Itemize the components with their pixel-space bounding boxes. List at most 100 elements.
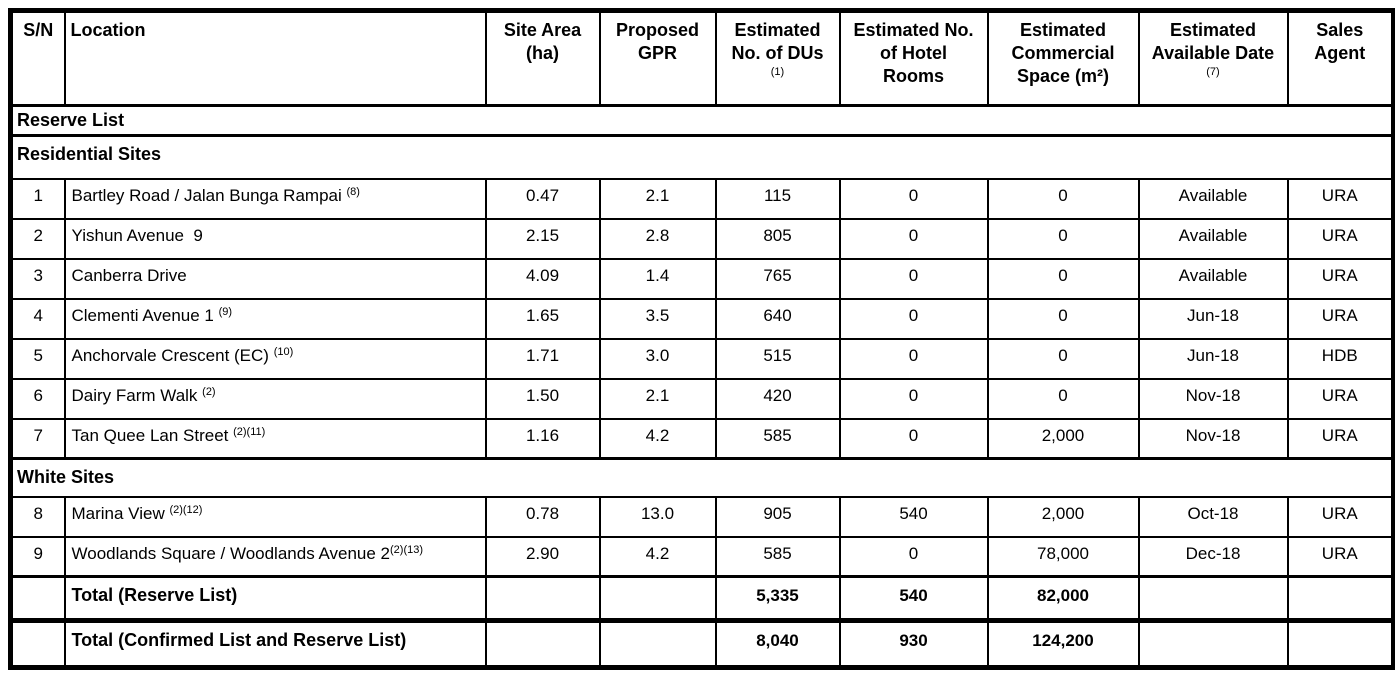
available-date-cell: Available: [1137, 177, 1289, 220]
site-area-cell: [484, 575, 601, 622]
footnote-ref: (9): [218, 305, 233, 318]
available-date-cell: Jun-18: [1137, 297, 1289, 340]
commercial-cell: 2,000: [986, 417, 1140, 460]
dus-cell: 515: [714, 337, 841, 380]
site-area-cell: 1.65: [484, 297, 601, 340]
sn-cell: 8: [9, 495, 66, 538]
column-header-dus: Estimated No. of DUs (1): [714, 9, 841, 107]
site-area-cell: 1.71: [484, 337, 601, 380]
table-header: S/N Location Site Area (ha) Proposed GPR Est…: [9, 9, 1395, 107]
available-date-cell: Jun-18: [1137, 337, 1289, 380]
agent-cell: URA: [1286, 535, 1395, 578]
site-area-cell: 0.78: [484, 495, 601, 538]
column-header-hotel-rooms: Estimated No. of Hotel Rooms: [838, 9, 989, 107]
location-cell: Marina View (2)(12): [63, 495, 487, 538]
dus-cell: 765: [714, 257, 841, 300]
location-cell: Yishun Avenue 9: [63, 217, 487, 260]
gpr-cell: [598, 575, 717, 622]
commercial-cell: 2,000: [986, 495, 1140, 538]
agent-cell: URA: [1286, 377, 1395, 420]
site-area-cell: 0.47: [484, 177, 601, 220]
sn-cell: [9, 619, 66, 669]
location-cell: Dairy Farm Walk (2): [63, 377, 487, 420]
column-header-agent: Sales Agent: [1286, 9, 1395, 107]
available-date-cell: Oct-18: [1137, 495, 1289, 538]
agent-cell: URA: [1286, 495, 1395, 538]
site-row: 4 Clementi Avenue 1 (9) 1.65 3.5 640 0 0 Jun-18…: [9, 297, 1395, 340]
total-row: Total (Confirmed List and Reserve List) 8…: [9, 619, 1395, 669]
dus-cell: 905: [714, 495, 841, 538]
sn-cell: 7: [9, 417, 66, 460]
sn-cell: 3: [9, 257, 66, 300]
hotel-rooms-cell: 0: [838, 377, 989, 420]
gpr-cell: 1.4: [598, 257, 717, 300]
footnote-ref: (8): [346, 185, 360, 198]
commercial-cell: 78,000: [986, 535, 1140, 578]
gpr-cell: 3.0: [598, 337, 717, 380]
column-header-site-area: Site Area (ha): [484, 9, 601, 107]
dus-cell: 115: [714, 177, 841, 220]
hotel-rooms-cell: 0: [838, 535, 989, 578]
column-header-commercial: Estimated Commercial Space (m²): [986, 9, 1140, 107]
commercial-cell: 0: [986, 297, 1140, 340]
site-area-cell: 1.50: [484, 377, 601, 420]
gpr-cell: 4.2: [598, 535, 717, 578]
commercial-cell: 0: [986, 337, 1140, 380]
site-row: 2 Yishun Avenue 9 2.15 2.8 805 0 0 Available URA: [9, 217, 1395, 260]
section-label: Reserve List: [9, 104, 1395, 137]
gpr-cell: [598, 619, 717, 669]
sn-cell: [9, 575, 66, 622]
site-row: 1 Bartley Road / Jalan Bunga Rampai (8) 0.…: [9, 177, 1395, 220]
available-date-cell: [1137, 619, 1289, 669]
agent-cell: URA: [1286, 297, 1395, 340]
dus-cell: 420: [714, 377, 841, 420]
section-row: Reserve List: [9, 104, 1395, 137]
available-date-cell: Nov-18: [1137, 377, 1289, 420]
site-area-cell: [484, 619, 601, 669]
gls-table: S/N Location Site Area (ha) Proposed GPR Est…: [8, 8, 1395, 670]
location-cell: Anchorvale Crescent (EC) (10): [63, 337, 487, 380]
hotel-rooms-cell: 540: [838, 495, 989, 538]
hotel-rooms-cell: 0: [838, 177, 989, 220]
table-body: Reserve List Residential Sites 1 Bartley Ro…: [9, 104, 1395, 669]
sn-cell: 5: [9, 337, 66, 380]
dus-cell: 805: [714, 217, 841, 260]
total-row: Total (Reserve List) 5,335 540 82,000: [9, 575, 1395, 622]
available-date-cell: [1137, 575, 1289, 622]
site-area-cell: 1.16: [484, 417, 601, 460]
column-header-sn: S/N: [9, 9, 66, 107]
site-row: 8 Marina View (2)(12) 0.78 13.0 905 540 2,000 O…: [9, 495, 1395, 538]
hotel-rooms-cell: 0: [838, 217, 989, 260]
column-header-note-dus: (1): [770, 66, 785, 78]
section-label: Residential Sites: [9, 134, 1395, 180]
site-row: 9 Woodlands Square / Woodlands Avenue 2(2…: [9, 535, 1395, 578]
available-date-cell: Nov-18: [1137, 417, 1289, 460]
gpr-cell: 2.1: [598, 177, 717, 220]
section-row: Residential Sites: [9, 134, 1395, 180]
site-area-cell: 2.90: [484, 535, 601, 578]
commercial-cell: 0: [986, 257, 1140, 300]
gpr-cell: 2.8: [598, 217, 717, 260]
column-header-gpr: Proposed GPR: [598, 9, 717, 107]
hotel-rooms-cell: 0: [838, 297, 989, 340]
site-row: 7 Tan Quee Lan Street (2)(11) 1.16 4.2 585 0 2…: [9, 417, 1395, 460]
footnote-ref: (2): [202, 385, 216, 398]
hotel-rooms-cell: 540: [838, 575, 989, 622]
site-area-cell: 2.15: [484, 217, 601, 260]
dus-cell: 585: [714, 535, 841, 578]
sn-cell: 2: [9, 217, 66, 260]
total-label-cell: Total (Reserve List): [63, 575, 487, 622]
location-cell: Canberra Drive: [63, 257, 487, 300]
section-label: White Sites: [9, 457, 1395, 498]
agent-cell: URA: [1286, 177, 1395, 220]
site-row: 6 Dairy Farm Walk (2) 1.50 2.1 420 0 0 Nov-18 UR…: [9, 377, 1395, 420]
commercial-cell: 0: [986, 177, 1140, 220]
site-area-cell: 4.09: [484, 257, 601, 300]
agent-cell: URA: [1286, 257, 1395, 300]
site-row: 3 Canberra Drive 4.09 1.4 765 0 0 Available URA: [9, 257, 1395, 300]
location-cell: Clementi Avenue 1 (9): [63, 297, 487, 340]
gpr-cell: 3.5: [598, 297, 717, 340]
gpr-cell: 4.2: [598, 417, 717, 460]
gpr-cell: 13.0: [598, 495, 717, 538]
sn-cell: 4: [9, 297, 66, 340]
